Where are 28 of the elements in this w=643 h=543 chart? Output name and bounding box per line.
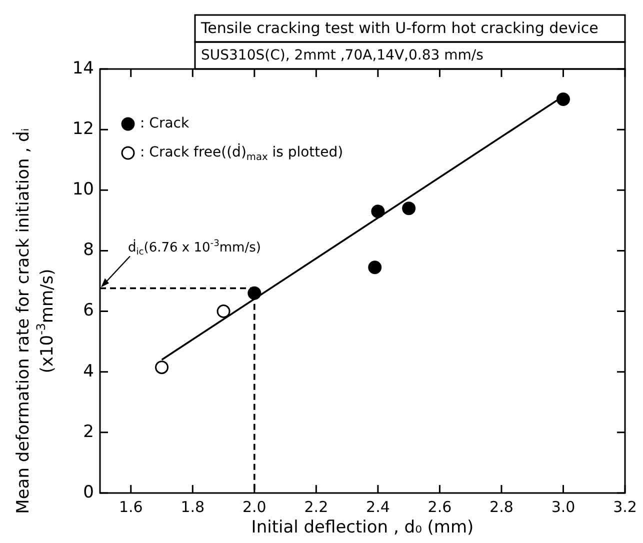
x-tick-label: 2.8: [490, 498, 514, 516]
x-tick-label: 2.0: [242, 498, 266, 516]
point: [248, 286, 262, 300]
x-tick-label: 2.4: [366, 498, 390, 516]
x-tick-label: 2.6: [428, 498, 452, 516]
x-tick-label: 1.6: [118, 498, 143, 516]
y-tick-label: 14: [72, 58, 94, 78]
y-tick-label: 10: [72, 180, 94, 200]
x-tick-label: 2.2: [304, 498, 328, 516]
y-tick-label: 8: [83, 240, 94, 260]
point: [216, 304, 230, 318]
x-axis-title: Initial deflection , d₀ (mm): [251, 517, 474, 538]
point: [368, 260, 382, 274]
point: [155, 360, 169, 374]
point: [402, 202, 416, 216]
x-tick-label: 3.2: [613, 498, 637, 516]
point: [556, 92, 570, 106]
legend-label: : Crack: [140, 116, 190, 132]
point: [371, 204, 385, 218]
y-tick-label: 2: [83, 422, 94, 442]
x-tick-label: 1.8: [180, 498, 205, 516]
y-tick-label: 0: [83, 482, 94, 502]
y-tick-label: 12: [72, 118, 94, 139]
chart-subtitle: SUS310S(C), 2mmt ,70A,14V,0.83 mm/s: [201, 48, 484, 64]
x-tick-label: 3.0: [551, 498, 576, 516]
y-tick-label: 4: [83, 361, 94, 382]
y-tick-label: 6: [83, 300, 94, 321]
chart-title: Tensile cracking test with U-form hot cracking device: [200, 18, 598, 37]
